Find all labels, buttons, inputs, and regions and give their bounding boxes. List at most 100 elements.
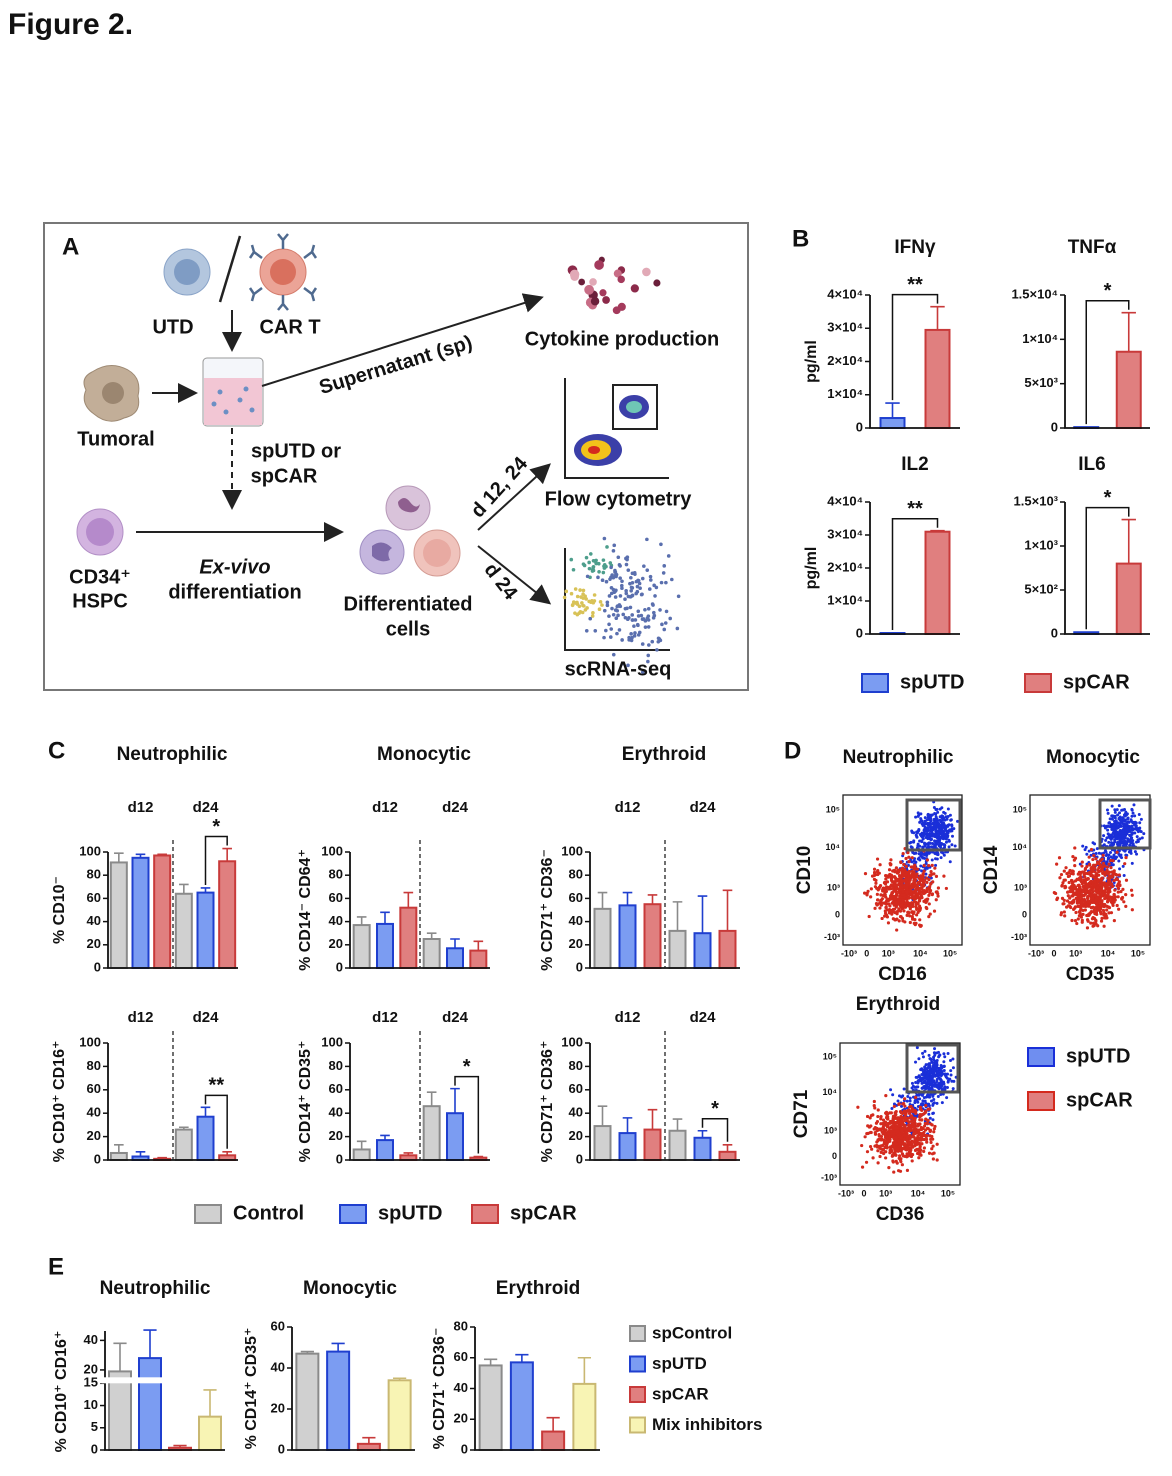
event-dot xyxy=(920,831,924,835)
event-dot xyxy=(879,903,884,907)
y-tick-label: 40 xyxy=(454,1380,468,1395)
umap-dot xyxy=(666,554,671,558)
event-dot xyxy=(934,874,939,879)
event-dot xyxy=(1096,868,1100,872)
y-tick-label: 0 xyxy=(461,1441,468,1456)
event-dot xyxy=(1091,921,1096,925)
flow-x-label: CD36 xyxy=(876,1204,925,1225)
flow-x-tick: -10³ xyxy=(841,948,857,958)
legend-swatch xyxy=(194,1204,222,1224)
event-dot xyxy=(909,1114,914,1118)
bar xyxy=(618,904,637,969)
umap-dot xyxy=(564,589,569,594)
event-dot xyxy=(910,856,914,860)
event-dot xyxy=(898,1154,902,1158)
umap-dot xyxy=(633,618,638,622)
y-tick-label: 60 xyxy=(329,890,343,905)
significance-label: * xyxy=(711,1098,719,1120)
event-dot xyxy=(884,1111,888,1115)
panel-label: C xyxy=(48,737,65,764)
event-dot xyxy=(900,1104,904,1108)
event-dot xyxy=(901,879,905,883)
event-dot xyxy=(887,868,892,872)
group-label: d12 xyxy=(372,1009,398,1026)
event-dot xyxy=(883,909,887,913)
event-dot xyxy=(876,1108,880,1112)
event-dot xyxy=(909,885,913,889)
event-dot xyxy=(875,1143,879,1148)
event-dot xyxy=(921,874,925,878)
umap-dot xyxy=(652,613,657,618)
event-dot xyxy=(1104,894,1108,898)
error-bar xyxy=(515,1353,529,1363)
event-dot xyxy=(917,899,922,903)
y-tick-label: 60 xyxy=(87,890,101,905)
event-dot xyxy=(1107,862,1111,866)
umap-dot xyxy=(601,570,606,575)
event-dot xyxy=(1103,873,1107,877)
well-medium xyxy=(204,378,262,425)
event-dot xyxy=(1080,864,1084,868)
axes xyxy=(1064,295,1150,429)
event-dot xyxy=(1062,878,1066,882)
event-dot xyxy=(865,1132,869,1136)
event-dot xyxy=(900,888,904,892)
event-dot xyxy=(1114,832,1118,836)
event-dot xyxy=(871,1156,875,1160)
umap-dot xyxy=(587,599,591,604)
y-tick-label: 80 xyxy=(329,867,343,882)
event-dot xyxy=(1081,844,1085,848)
event-dot xyxy=(1100,868,1104,872)
event-dot xyxy=(1137,812,1141,816)
event-dot xyxy=(1095,901,1100,905)
event-dot xyxy=(1104,838,1108,842)
event-dot xyxy=(912,870,916,874)
event-dot xyxy=(1055,862,1059,866)
event-dot xyxy=(901,905,905,910)
y-tick-label: 60 xyxy=(329,1081,343,1096)
event-dot xyxy=(926,823,930,827)
event-dot xyxy=(929,1067,933,1071)
event-dot xyxy=(1097,851,1101,855)
bar xyxy=(399,906,418,969)
event-dot xyxy=(924,900,928,904)
y-tick-label: 1.5×10³ xyxy=(1014,493,1059,508)
y-axis-label: pg/ml xyxy=(803,340,820,383)
event-dot xyxy=(1094,922,1098,926)
event-dot xyxy=(914,1109,918,1113)
event-dot xyxy=(945,1072,949,1076)
event-dot xyxy=(1102,905,1106,909)
event-dot xyxy=(1093,842,1097,846)
y-tick-label: 0 xyxy=(94,959,101,974)
monocyte-nucleus xyxy=(372,542,392,562)
event-dot xyxy=(1105,908,1109,912)
event-dot xyxy=(1113,808,1117,812)
axes xyxy=(869,502,960,635)
event-dot xyxy=(1089,871,1093,875)
event-dot xyxy=(1075,877,1079,881)
umap-dot xyxy=(605,603,610,608)
event-dot xyxy=(1095,847,1099,851)
event-dot xyxy=(1138,826,1142,830)
axes xyxy=(107,1043,238,1161)
event-dot xyxy=(925,854,929,858)
error-bar xyxy=(114,1143,124,1153)
event-dot xyxy=(1093,883,1097,887)
event-dot xyxy=(928,1057,932,1061)
event-dot xyxy=(1086,894,1091,898)
error-bar xyxy=(362,1436,376,1444)
event-dot xyxy=(1101,908,1106,913)
event-dot xyxy=(1117,859,1121,863)
event-dot xyxy=(928,833,932,837)
event-dot xyxy=(875,857,880,861)
event-dot xyxy=(897,907,901,911)
event-dot xyxy=(922,1085,926,1089)
event-dot xyxy=(884,1156,888,1160)
event-dot xyxy=(1105,836,1109,840)
event-dot xyxy=(878,884,883,888)
event-dot xyxy=(1060,884,1064,888)
event-dot xyxy=(945,817,949,821)
event-dot xyxy=(1094,857,1098,861)
umap-dot xyxy=(632,634,637,638)
umap-dot xyxy=(662,627,667,632)
